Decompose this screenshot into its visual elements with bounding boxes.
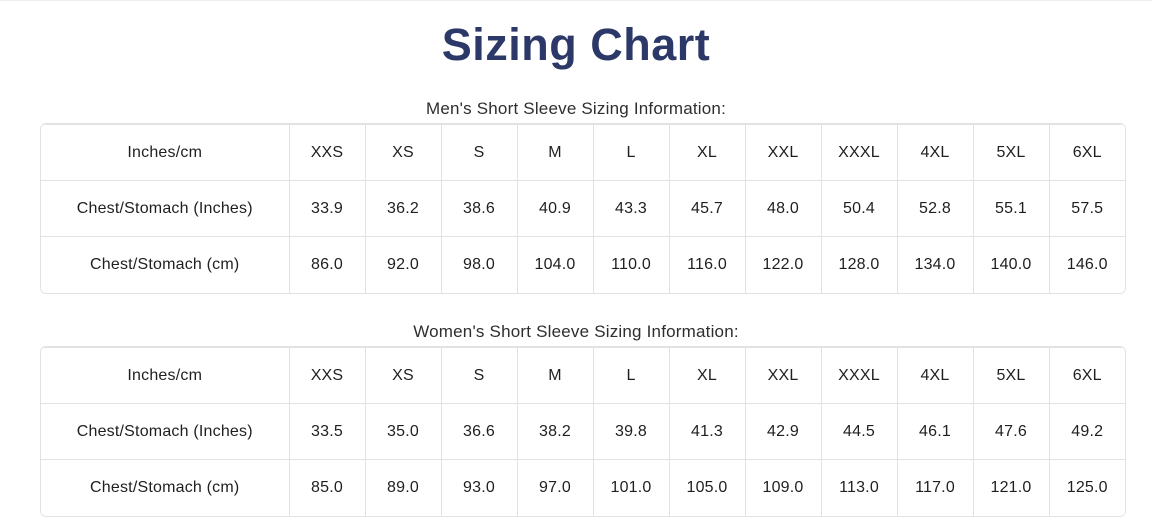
table-row: Chest/Stomach (cm) 85.0 89.0 93.0 97.0 101.0 1… (41, 459, 1125, 516)
mens-section-heading: Men's Short Sleeve Sizing Information: (426, 98, 726, 118)
size-value: 42.9 (744, 403, 821, 460)
size-value: 86.0 (288, 236, 365, 293)
size-value: 97.0 (516, 459, 593, 516)
size-value: 36.2 (364, 180, 441, 237)
size-value: 36.6 (440, 403, 517, 460)
size-column-header: S (440, 347, 517, 404)
size-column-header: 6XL (1048, 347, 1125, 404)
size-column-header: 4XL (896, 347, 973, 404)
row-label: Chest/Stomach (Inches) (41, 403, 289, 460)
size-column-header: XL (668, 347, 745, 404)
womens-sizing-table-wrap: Inches/cm XXS XS S M L XL XXL XXXL 4XL 5XL 6XL Chest… (40, 346, 1126, 517)
row-label: Chest/Stomach (cm) (41, 236, 289, 293)
size-value: 52.8 (896, 180, 973, 237)
size-value: 122.0 (744, 236, 821, 293)
size-value: 121.0 (972, 459, 1049, 516)
size-column-header: 5XL (972, 124, 1049, 181)
size-value: 146.0 (1048, 236, 1125, 293)
size-column-header: 6XL (1048, 124, 1125, 181)
size-value: 93.0 (440, 459, 517, 516)
size-value: 33.5 (288, 403, 365, 460)
womens-section-heading: Women's Short Sleeve Sizing Information: (413, 321, 739, 341)
size-value: 117.0 (896, 459, 973, 516)
table-row: Chest/Stomach (cm) 86.0 92.0 98.0 104.0 110.0… (41, 236, 1125, 293)
size-value: 46.1 (896, 403, 973, 460)
page-title: Sizing Chart (441, 19, 711, 70)
unit-column-header: Inches/cm (41, 124, 289, 181)
size-value: 38.6 (440, 180, 517, 237)
size-value: 41.3 (668, 403, 745, 460)
mens-sizing-table-wrap: Inches/cm XXS XS S M L XL XXL XXXL 4XL 5XL 6XL Chest… (40, 123, 1126, 294)
size-header-row: Inches/cm XXS XS S M L XL XXL XXXL 4XL 5XL 6XL (41, 124, 1125, 181)
size-value: 105.0 (668, 459, 745, 516)
row-label: Chest/Stomach (Inches) (41, 180, 289, 237)
size-value: 43.3 (592, 180, 669, 237)
size-value: 47.6 (972, 403, 1049, 460)
size-value: 92.0 (364, 236, 441, 293)
mens-sizing-section: Men's Short Sleeve Sizing Information: I… (0, 99, 1152, 294)
size-value: 134.0 (896, 236, 973, 293)
size-column-header: 5XL (972, 347, 1049, 404)
size-value: 55.1 (972, 180, 1049, 237)
size-column-header: XXXL (820, 124, 897, 181)
size-column-header: M (516, 347, 593, 404)
size-column-header: S (440, 124, 517, 181)
size-value: 128.0 (820, 236, 897, 293)
size-value: 98.0 (440, 236, 517, 293)
size-column-header: XXL (744, 124, 821, 181)
size-column-header: L (592, 124, 669, 181)
womens-sizing-table: Inches/cm XXS XS S M L XL XXL XXXL 4XL 5XL 6XL Chest… (41, 347, 1125, 516)
size-header-row: Inches/cm XXS XS S M L XL XXL XXXL 4XL 5XL 6XL (41, 347, 1125, 404)
size-value: 140.0 (972, 236, 1049, 293)
table-row: Chest/Stomach (Inches) 33.9 36.2 38.6 40.9 43… (41, 180, 1125, 237)
size-value: 40.9 (516, 180, 593, 237)
size-value: 116.0 (668, 236, 745, 293)
table-row: Chest/Stomach (Inches) 33.5 35.0 36.6 38.2 39… (41, 403, 1125, 460)
size-value: 50.4 (820, 180, 897, 237)
row-label: Chest/Stomach (cm) (41, 459, 289, 516)
size-column-header: XL (668, 124, 745, 181)
unit-column-header: Inches/cm (41, 347, 289, 404)
size-value: 101.0 (592, 459, 669, 516)
size-column-header: XXS (288, 124, 365, 181)
size-value: 49.2 (1048, 403, 1125, 460)
size-value: 110.0 (592, 236, 669, 293)
womens-sizing-section: Women's Short Sleeve Sizing Information:… (0, 322, 1152, 517)
mens-sizing-table: Inches/cm XXS XS S M L XL XXL XXXL 4XL 5XL 6XL Chest… (41, 124, 1125, 293)
size-column-header: XS (364, 124, 441, 181)
size-value: 35.0 (364, 403, 441, 460)
size-value: 48.0 (744, 180, 821, 237)
size-column-header: L (592, 347, 669, 404)
size-value: 85.0 (288, 459, 365, 516)
size-value: 38.2 (516, 403, 593, 460)
size-value: 44.5 (820, 403, 897, 460)
size-value: 104.0 (516, 236, 593, 293)
size-value: 113.0 (820, 459, 897, 516)
size-column-header: M (516, 124, 593, 181)
size-value: 125.0 (1048, 459, 1125, 516)
size-value: 109.0 (744, 459, 821, 516)
size-value: 57.5 (1048, 180, 1125, 237)
size-value: 39.8 (592, 403, 669, 460)
size-column-header: XXS (288, 347, 365, 404)
size-column-header: XXXL (820, 347, 897, 404)
size-value: 45.7 (668, 180, 745, 237)
size-column-header: XS (364, 347, 441, 404)
size-value: 33.9 (288, 180, 365, 237)
size-column-header: 4XL (896, 124, 973, 181)
size-value: 89.0 (364, 459, 441, 516)
size-column-header: XXL (744, 347, 821, 404)
